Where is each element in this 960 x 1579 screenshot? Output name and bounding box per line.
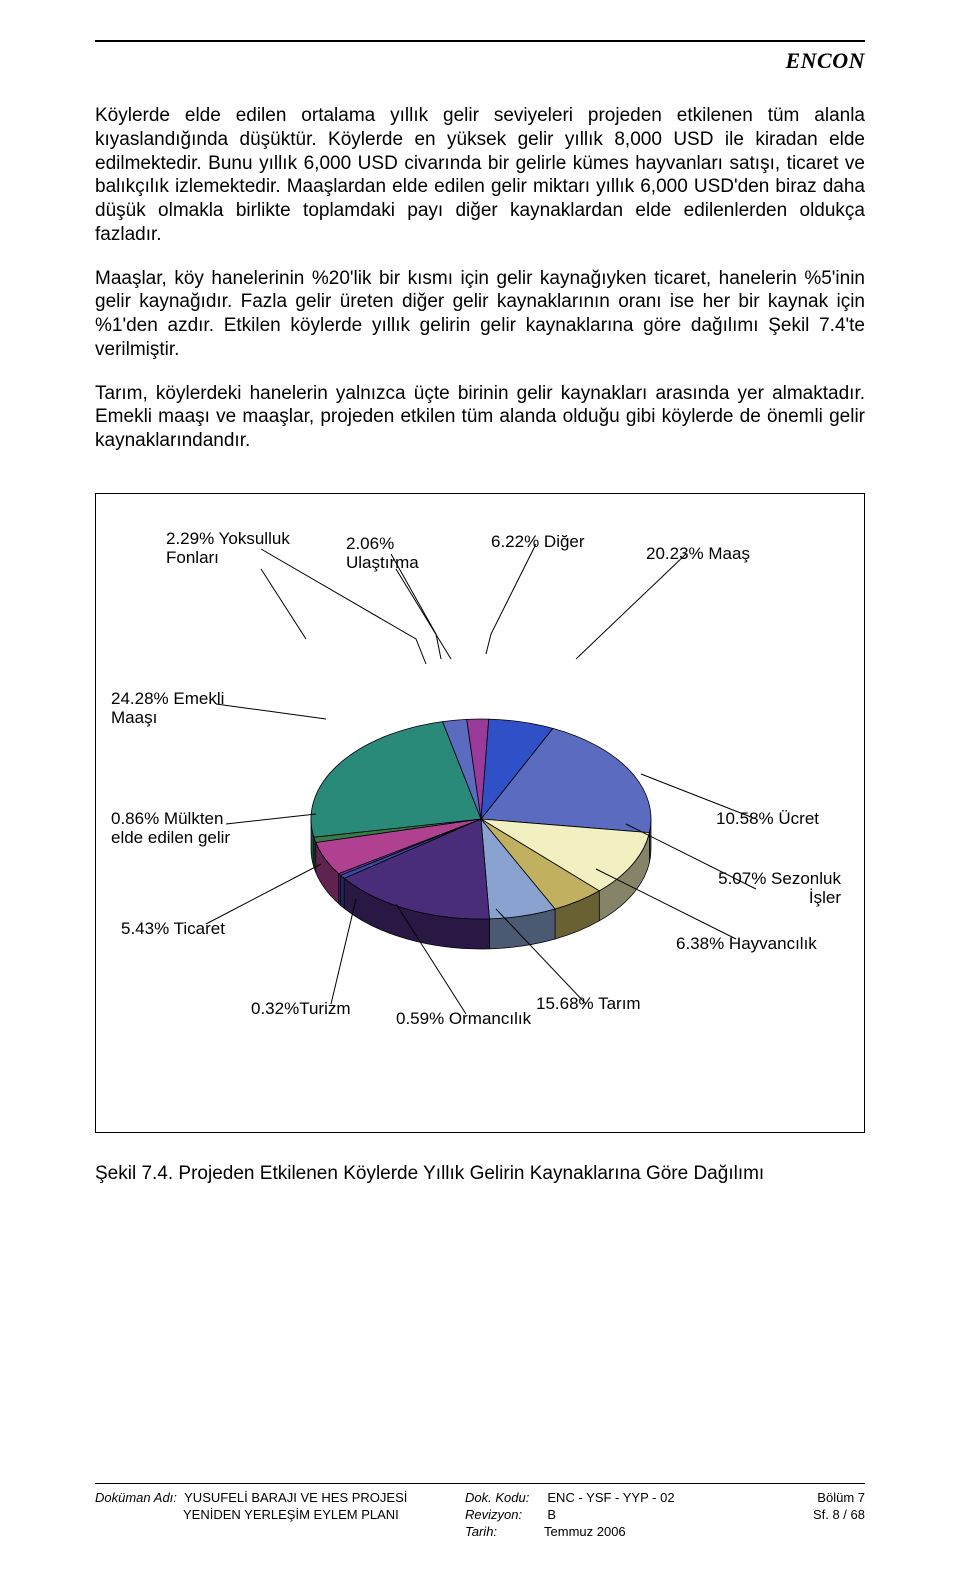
- label-maas: 20.23% Maaş: [646, 544, 750, 564]
- footer-docname-label: Doküman Adı:: [95, 1490, 177, 1505]
- page-footer: Doküman Adı: YUSUFELİ BARAJI VE HES PROJ…: [95, 1483, 865, 1539]
- paragraph-2: Maaşlar, köy hanelerinin %20'lik bir kıs…: [95, 267, 865, 362]
- footer-rev: B: [547, 1507, 556, 1522]
- footer-doccode: ENC - YSF - YYP - 02: [547, 1490, 674, 1505]
- label-yoksulluk: 2.29% YoksullukFonları: [166, 529, 316, 568]
- brand-logo: ENCON: [785, 48, 865, 74]
- label-ticaret: 5.43% Ticaret: [121, 919, 225, 939]
- paragraph-3: Tarım, köylerdeki hanelerin yalnızca üçt…: [95, 382, 865, 453]
- body-text-block: Köylerde elde edilen ortalama yıllık gel…: [95, 104, 865, 453]
- label-emekli: 24.28% EmekliMaaşı: [111, 689, 241, 728]
- footer-page: Sf. 8 / 68: [725, 1507, 865, 1522]
- label-tarim: 15.68% Tarım: [536, 994, 641, 1014]
- label-mulkten: 0.86% Mülktenelde edilen gelir: [111, 809, 261, 848]
- top-border-rule: [95, 40, 865, 42]
- footer-date-label: Tarih:: [465, 1524, 497, 1539]
- footer-docname-2: YENİDEN YERLEŞİM EYLEM PLANI: [95, 1507, 465, 1522]
- label-ulastirma: 2.06%Ulaştırma: [346, 534, 436, 573]
- label-hayvancilik: 6.38% Hayvancılık: [676, 934, 817, 954]
- label-ormancilik: 0.59% Ormancılık: [396, 1009, 531, 1029]
- footer-date: Temmuz 2006: [544, 1524, 626, 1539]
- label-diger: 6.22% Diğer: [491, 532, 585, 552]
- pie-chart-figure: 2.29% YoksullukFonları 2.06%Ulaştırma 6.…: [95, 493, 865, 1133]
- label-sezonluk: 5.07% Sezonlukİşler: [691, 869, 841, 908]
- paragraph-1: Köylerde elde edilen ortalama yıllık gel…: [95, 104, 865, 247]
- pie-chart-svg: [306, 644, 656, 994]
- label-ucret: 10.58% Ücret: [716, 809, 819, 829]
- footer-rev-label: Revizyon:: [465, 1507, 522, 1522]
- footer-doccode-label: Dok. Kodu:: [465, 1490, 529, 1505]
- label-turizm: 0.32%Turizm: [251, 999, 351, 1019]
- figure-caption: Şekil 7.4. Projeden Etkilenen Köylerde Y…: [95, 1163, 865, 1185]
- footer-section: Bölüm 7: [725, 1490, 865, 1505]
- footer-docname-1: YUSUFELİ BARAJI VE HES PROJESİ: [184, 1490, 407, 1505]
